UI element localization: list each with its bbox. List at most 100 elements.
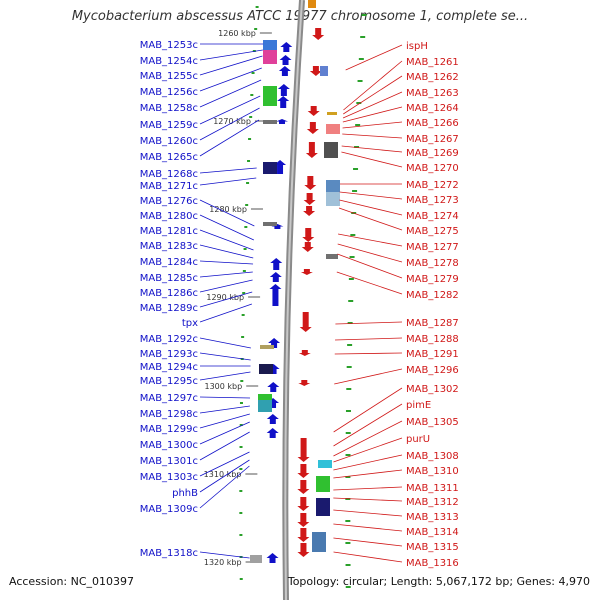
- annotation-block: [259, 364, 273, 374]
- track-tick-mark: [239, 446, 243, 448]
- minus-gene-label: MAB_1254c: [140, 56, 198, 67]
- minus-gene-leader-line: [199, 214, 255, 241]
- minus-strand-gene-arrow: [276, 119, 289, 124]
- plus-gene-leader-line: [342, 91, 403, 119]
- track-tick-mark: [244, 226, 248, 228]
- minus-gene-label: MAB_1293c: [140, 349, 198, 360]
- minus-gene-leader-line: [199, 95, 261, 125]
- plus-gene-label: MAB_1311: [406, 483, 459, 494]
- plus-strand-gene-arrow: [297, 497, 310, 511]
- annotation-block: [326, 180, 340, 192]
- plus-gene-label: pimE: [406, 400, 431, 411]
- minus-gene-leader-line: [199, 371, 251, 381]
- plus-gene-label: MAB_1296: [406, 365, 459, 376]
- track-tick-mark: [242, 270, 246, 272]
- plus-gene-leader-line: [342, 133, 403, 139]
- annotation-block: [324, 142, 338, 158]
- minus-gene-leader-line: [199, 291, 253, 308]
- plus-gene-label: MAB_1273: [406, 195, 459, 206]
- kbp-tick-label: 1270 kbp: [213, 117, 251, 126]
- track-tick-mark: [245, 204, 249, 206]
- minus-gene-leader-line: [199, 199, 255, 227]
- plus-gene-label: MAB_1278: [406, 258, 459, 269]
- minus-gene-label: MAB_1285c: [140, 273, 198, 284]
- minus-gene-leader-line: [199, 177, 257, 186]
- kbp-tick-label: 1320 kbp: [204, 558, 242, 567]
- minus-gene-label: MAB_1298c: [140, 409, 198, 420]
- chromosome-backbone: [282, 0, 305, 600]
- minus-strand-gene-arrow: [270, 258, 283, 270]
- minus-gene-leader-line: [199, 79, 262, 108]
- annotation-block: [263, 222, 277, 226]
- plus-gene-label: MAB_1305: [406, 417, 459, 428]
- minus-strand-gene-arrow: [266, 553, 279, 563]
- annotation-block: [308, 0, 316, 8]
- track-tick-mark: [346, 366, 352, 368]
- annotation-block: [327, 112, 337, 115]
- minus-gene-label: MAB_1300c: [140, 440, 198, 451]
- plus-gene-leader-line: [333, 420, 403, 457]
- plus-strand-gene-arrow: [306, 122, 319, 134]
- plus-gene-label: MAB_1291: [406, 349, 459, 360]
- minus-gene-leader-line: [199, 352, 251, 361]
- minus-gene-leader-line: [199, 421, 250, 445]
- plus-strand-gene-arrow: [299, 312, 312, 332]
- plus-gene-label: MAB_1274: [406, 211, 459, 222]
- kbp-tick-label: 1310 kbp: [204, 470, 242, 479]
- minus-gene-leader-line: [199, 459, 250, 493]
- plus-strand-gene-arrow: [297, 528, 310, 542]
- track-tick-mark: [345, 410, 351, 412]
- minus-gene-leader-line: [199, 229, 254, 251]
- plus-gene-label: MAB_1313: [406, 512, 459, 523]
- minus-gene-label: tpx: [182, 318, 198, 329]
- minus-gene-leader-line: [199, 244, 254, 259]
- track-tick-mark: [254, 28, 258, 30]
- plus-gene-leader-line: [339, 191, 403, 200]
- accession-text: Accession: NC_010397: [9, 575, 135, 588]
- plus-gene-label: purU: [406, 434, 430, 445]
- track-tick-mark: [346, 388, 352, 390]
- track-tick-mark: [352, 190, 358, 192]
- plus-gene-leader-line: [333, 437, 403, 463]
- plus-strand-gene-arrow: [309, 66, 322, 76]
- minus-gene-leader-line: [199, 67, 262, 92]
- feature-layer: [266, 28, 325, 563]
- track-tick-mark: [240, 380, 244, 382]
- track-tick-mark: [347, 344, 353, 346]
- plus-gene-leader-line: [335, 337, 403, 341]
- plus-gene-label: MAB_1287: [406, 318, 459, 329]
- plus-strand-gene-arrow: [298, 350, 311, 356]
- minus-gene-leader-line: [199, 551, 250, 559]
- plus-gene-leader-line: [333, 486, 403, 491]
- minus-gene-label: MAB_1276c: [140, 196, 198, 207]
- plus-strand-gene-arrow: [302, 228, 315, 242]
- annotation-block: [320, 66, 328, 76]
- annotation-block: [258, 394, 272, 400]
- plus-strand-gene-arrow: [307, 106, 320, 116]
- plus-gene-leader-line: [334, 352, 403, 355]
- plus-gene-label: MAB_1279: [406, 274, 459, 285]
- minus-gene-leader-line: [199, 271, 253, 278]
- minus-strand-gene-arrow: [279, 55, 292, 65]
- plus-gene-leader-line: [341, 145, 403, 153]
- minus-gene-leader-line: [199, 167, 257, 174]
- minus-strand-gene-arrow: [266, 428, 279, 438]
- topology-text: Topology: circular; Length: 5,067,172 bp…: [287, 575, 590, 588]
- plus-gene-leader-line: [342, 121, 403, 129]
- minus-gene-leader-line: [199, 413, 250, 429]
- annotation-block: [326, 254, 338, 259]
- minus-gene-label: MAB_1309c: [140, 504, 198, 515]
- track-tick-mark: [360, 36, 366, 38]
- minus-gene-label: MAB_1260c: [140, 136, 198, 147]
- plus-gene-leader-line: [337, 243, 403, 263]
- plus-gene-leader-line: [333, 537, 403, 547]
- minus-gene-label: MAB_1286c: [140, 288, 198, 299]
- minus-strand-gene-arrow: [274, 160, 287, 174]
- plus-gene-leader-line: [334, 368, 403, 385]
- track-tick-mark: [239, 402, 243, 404]
- track-tick-mark: [345, 542, 351, 544]
- track-tick-mark: [348, 300, 354, 302]
- track-tick-mark: [358, 58, 364, 60]
- plus-strand-gene-arrow: [303, 206, 316, 216]
